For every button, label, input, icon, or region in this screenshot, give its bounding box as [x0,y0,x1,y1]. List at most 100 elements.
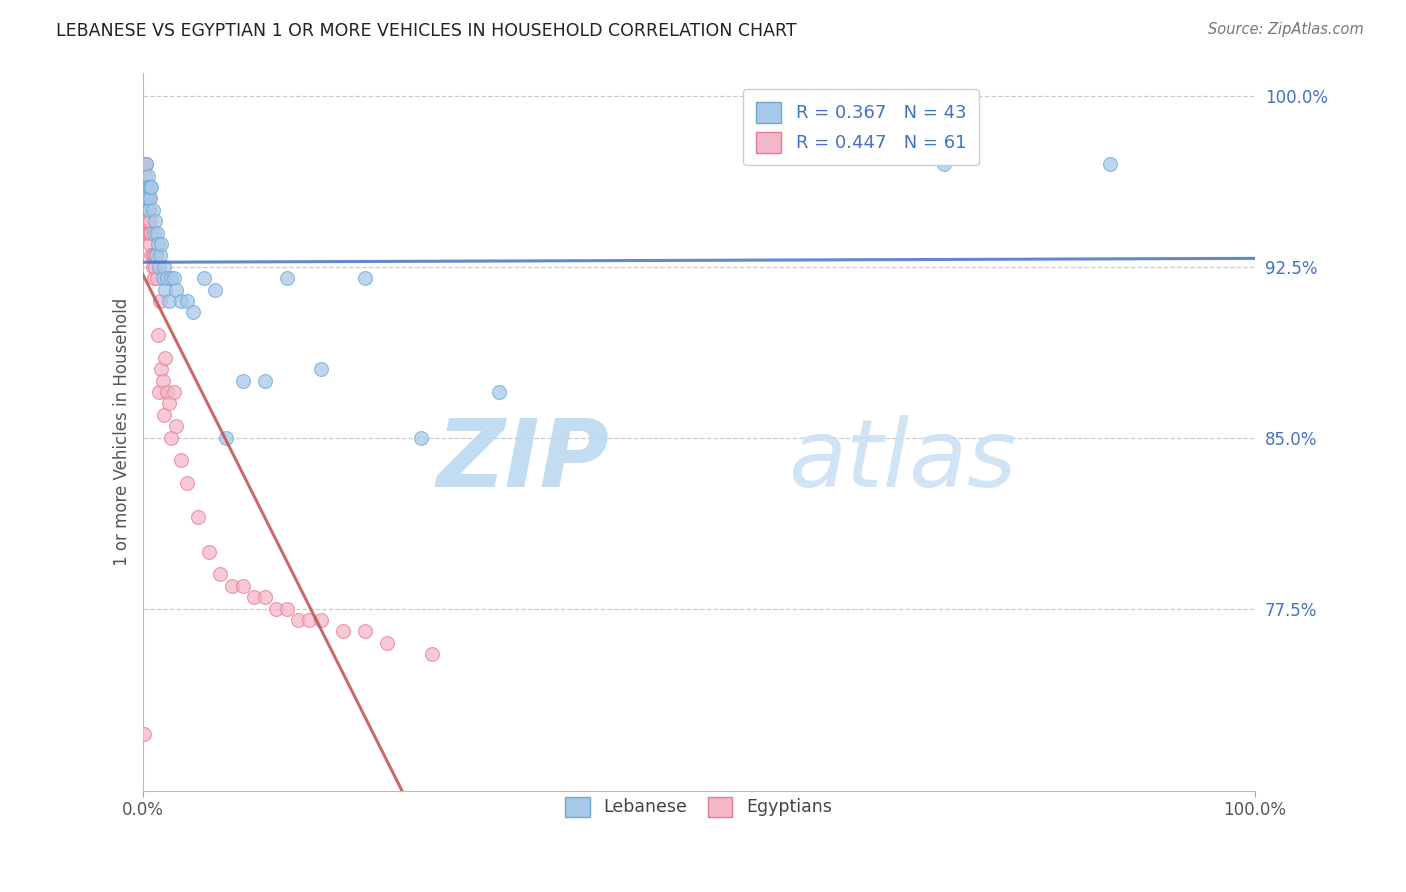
Point [253,374,276,388]
Point [148,385,170,400]
Point [150,236,173,251]
Point [139,214,162,228]
Point [209,567,232,582]
Point [141,202,163,217]
Point [136,180,159,194]
Point [215,431,238,445]
Point [142,226,165,240]
Point [253,591,276,605]
Point [163,271,186,285]
Legend: Lebanese, Egyptians: Lebanese, Egyptians [557,788,841,825]
Point [156,385,179,400]
Point [141,248,163,262]
Point [136,169,159,183]
Point [932,157,955,171]
Point [309,613,332,627]
Point [136,214,159,228]
Point [287,613,309,627]
Point [163,385,186,400]
Point [170,293,193,308]
Point [157,293,180,308]
Point [136,191,159,205]
Point [143,260,166,274]
Y-axis label: 1 or more Vehicles in Household: 1 or more Vehicles in Household [114,298,131,566]
Point [146,328,169,343]
Point [165,283,187,297]
Point [139,226,162,240]
Point [139,180,162,194]
Point [150,362,173,376]
Point [141,226,163,240]
Point [134,191,156,205]
Point [156,271,179,285]
Point [145,248,167,262]
Point [138,180,160,194]
Point [232,579,254,593]
Point [138,202,160,217]
Point [160,431,183,445]
Point [165,419,187,434]
Point [153,283,176,297]
Point [146,271,169,285]
Point [276,601,298,615]
Point [149,293,172,308]
Point [139,191,162,205]
Point [135,180,157,194]
Point [136,226,159,240]
Point [146,226,169,240]
Point [242,591,264,605]
Point [354,624,377,639]
Point [143,214,166,228]
Text: atlas: atlas [787,415,1017,506]
Point [160,271,183,285]
Point [135,214,157,228]
Point [136,180,159,194]
Point [298,613,321,627]
Point [136,202,159,217]
Point [309,362,332,376]
Point [488,385,510,400]
Point [332,624,354,639]
Point [145,248,167,262]
Point [375,636,398,650]
Point [135,191,157,205]
Point [146,236,169,251]
Point [193,271,215,285]
Point [134,169,156,183]
Point [157,396,180,410]
Point [264,601,287,615]
Point [170,453,193,467]
Point [152,271,174,285]
Point [187,510,209,524]
Point [354,271,377,285]
Point [141,260,163,274]
Point [138,226,160,240]
Point [152,408,174,422]
Point [132,157,155,171]
Point [136,191,159,205]
Text: ZIP: ZIP [437,415,610,507]
Point [149,248,172,262]
Point [176,476,198,491]
Point [152,260,174,274]
Point [138,202,160,217]
Point [181,305,204,319]
Point [153,351,176,365]
Point [176,293,198,308]
Point [136,191,159,205]
Point [204,283,226,297]
Point [409,431,432,445]
Point [132,727,155,741]
Point [152,374,174,388]
Point [232,374,254,388]
Point [141,248,163,262]
Point [1099,157,1122,171]
Point [141,180,163,194]
Point [135,157,157,171]
Point [139,236,162,251]
Point [142,271,165,285]
Point [132,180,155,194]
Point [221,579,243,593]
Point [134,180,156,194]
Text: Source: ZipAtlas.com: Source: ZipAtlas.com [1208,22,1364,37]
